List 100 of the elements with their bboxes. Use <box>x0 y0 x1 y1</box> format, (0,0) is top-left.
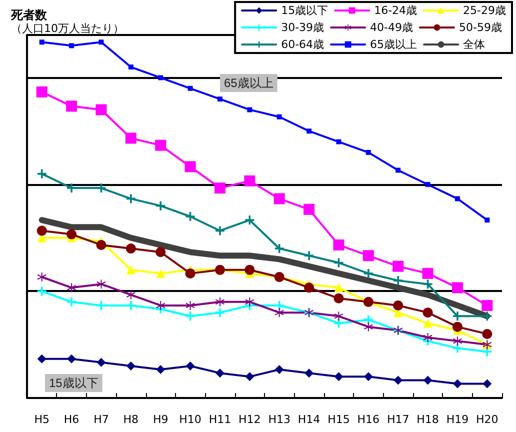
point <box>333 239 344 250</box>
point <box>422 268 434 279</box>
point <box>156 268 166 278</box>
point <box>364 322 373 332</box>
x-tick-label: H8 <box>123 413 139 426</box>
point <box>482 300 493 311</box>
point <box>422 308 433 318</box>
point <box>67 354 76 364</box>
point <box>364 372 373 382</box>
x-tick-label: H10 <box>179 413 202 426</box>
point <box>482 312 492 321</box>
point <box>125 132 136 144</box>
point <box>156 247 166 258</box>
point <box>186 361 195 370</box>
point <box>66 100 78 112</box>
point <box>37 272 46 282</box>
x-tick-label: H12 <box>238 413 261 426</box>
chart-title: 死者数 <box>10 8 48 22</box>
point <box>394 376 403 385</box>
x-tick-label: H20 <box>476 413 498 426</box>
annotation: 65歳以上 <box>224 76 274 90</box>
point <box>336 139 342 144</box>
point <box>245 297 254 306</box>
point <box>158 75 164 80</box>
point <box>67 283 76 292</box>
point <box>423 333 432 342</box>
x-tick-label: H5 <box>34 413 50 426</box>
point <box>126 194 136 204</box>
point <box>274 308 284 318</box>
point <box>66 229 77 240</box>
point <box>36 226 47 236</box>
x-tick-label: H6 <box>64 413 80 426</box>
point <box>96 104 107 116</box>
point <box>126 290 136 300</box>
chart-subtitle: （人口10万人当たり） <box>11 22 124 35</box>
x-tick-label: H16 <box>357 413 380 426</box>
point <box>334 293 344 304</box>
point <box>452 336 462 346</box>
legend-label: 全体 <box>463 38 486 51</box>
point <box>423 376 432 385</box>
point <box>276 114 282 120</box>
point <box>215 308 224 318</box>
point <box>334 312 344 321</box>
point <box>364 268 373 278</box>
point <box>67 297 76 306</box>
point <box>156 365 166 374</box>
point <box>39 40 44 45</box>
legend-label: 60-64歳 <box>281 38 324 51</box>
point <box>244 264 255 275</box>
point <box>96 280 106 289</box>
x-tick-label: H18 <box>416 413 439 426</box>
point <box>423 318 432 328</box>
point <box>185 268 196 278</box>
point <box>184 161 196 172</box>
x-tick-label: H14 <box>298 413 320 426</box>
point <box>188 86 193 91</box>
point <box>274 365 284 374</box>
point <box>334 283 344 292</box>
legend-label: 15歳以下 <box>281 4 328 17</box>
annotation: 15歳以下 <box>49 376 98 390</box>
legend-label: 65歳以上 <box>370 38 418 51</box>
point <box>186 212 195 221</box>
point <box>304 251 314 260</box>
point <box>304 282 314 293</box>
point <box>215 368 224 378</box>
point <box>274 193 285 204</box>
point <box>36 86 48 98</box>
point <box>69 43 74 48</box>
x-tick-label: H15 <box>328 413 350 426</box>
point <box>274 244 284 254</box>
point <box>484 218 490 223</box>
point <box>155 140 166 151</box>
point <box>452 379 462 388</box>
point <box>126 265 136 274</box>
point <box>334 372 344 382</box>
point <box>156 300 166 310</box>
point <box>423 280 432 289</box>
point <box>126 361 136 370</box>
point <box>244 175 256 186</box>
point <box>396 168 401 173</box>
point <box>304 204 315 215</box>
point <box>454 196 460 202</box>
point <box>215 226 224 236</box>
point <box>37 354 46 364</box>
point <box>96 358 106 367</box>
point <box>452 282 463 294</box>
point <box>217 96 222 102</box>
point <box>304 368 314 378</box>
point <box>214 182 226 194</box>
legend-label: 50-59歳 <box>459 21 502 34</box>
x-tick-label: H13 <box>268 413 290 426</box>
x-tick-label: H19 <box>446 413 469 426</box>
point <box>306 128 312 134</box>
point <box>393 300 404 310</box>
point <box>98 40 104 45</box>
point <box>156 201 166 210</box>
point <box>452 322 462 332</box>
legend-label: 30-39歳 <box>281 21 324 34</box>
point <box>394 276 403 286</box>
point <box>245 216 254 225</box>
